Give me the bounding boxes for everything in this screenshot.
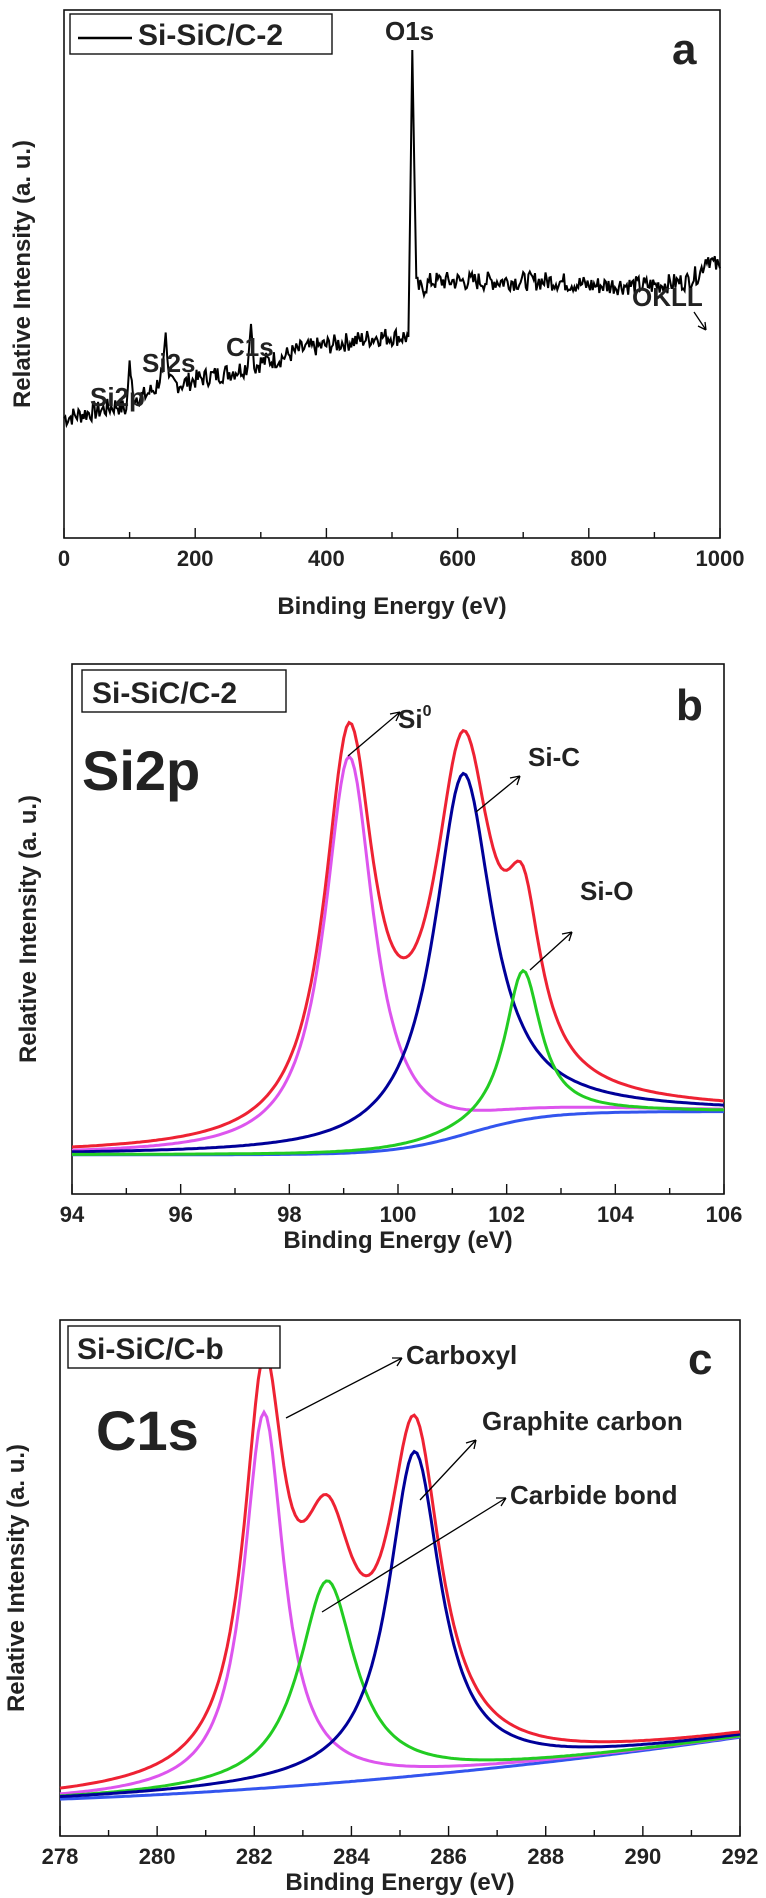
- label-graphite-carbon: Graphite carbon: [482, 1406, 683, 1436]
- x-tick-label-286: 286: [430, 1844, 467, 1869]
- x-tick-label-104: 104: [597, 1202, 634, 1227]
- carbide-arrow: [321, 1497, 507, 1613]
- panel-a-ticks: 0 200 400 600 800 1000: [58, 528, 745, 571]
- x-tick-label-96: 96: [168, 1202, 192, 1227]
- x-tick-label-102: 102: [488, 1202, 525, 1227]
- x-tick-label-600: 600: [439, 546, 476, 571]
- x-tick-label-290: 290: [624, 1844, 661, 1869]
- label-carboxyl: Carboxyl: [406, 1340, 517, 1370]
- x-tick-label-1000: 1000: [696, 546, 745, 571]
- panel-c-letter: c: [688, 1335, 712, 1384]
- x-tick-label-0: 0: [58, 546, 70, 571]
- carboxyl-arrow: [285, 1357, 403, 1419]
- panel-c-ticks: 278 280 282 284 286 288 290 292: [42, 1826, 759, 1869]
- label-carbide-bond: Carbide bond: [510, 1480, 678, 1510]
- okll-arrow: [693, 311, 707, 331]
- panel-b-letter: b: [676, 681, 703, 730]
- panel-b-curves: [71, 720, 725, 1157]
- fit-curve-2: [59, 1579, 741, 1798]
- x-tick-label-200: 200: [177, 546, 214, 571]
- label-si0: Si0: [398, 703, 432, 734]
- x-tick-label-800: 800: [570, 546, 607, 571]
- panel-a-ylabel: Relative Intensity (a. u.): [9, 140, 36, 408]
- panel-c-inset-title: C1s: [96, 1399, 199, 1462]
- fit-curve-3: [59, 1449, 741, 1799]
- panel-c-curves: [59, 1351, 741, 1801]
- x-tick-label-288: 288: [527, 1844, 564, 1869]
- panel-b-legend-text: Si-SiC/C-2: [92, 677, 237, 710]
- x-tick-label-278: 278: [42, 1844, 79, 1869]
- si0-arrow: [347, 711, 401, 757]
- panel-b-inset-title: Si2p: [82, 739, 200, 802]
- panel-b: 94 96 98 100 102 104 106 Si-SiC/C-2 b Si2p Si0…: [15, 663, 743, 1254]
- label-si0-sup: 0: [423, 703, 432, 720]
- fit-curve-1: [71, 754, 724, 1152]
- panel-c-frame: [59, 1319, 741, 1837]
- label-si-c: Si-C: [528, 742, 580, 772]
- panel-c-xlabel: Binding Energy (eV): [285, 1869, 514, 1896]
- panel-a-legend-box: [69, 13, 333, 55]
- fit-curve-4: [71, 720, 725, 1149]
- graphite-arrow: [419, 1439, 477, 1501]
- label-si0-text: Si: [398, 704, 423, 734]
- panel-c-ylabel: Relative Intensity (a. u.): [3, 1444, 30, 1712]
- x-tick-label-94: 94: [60, 1202, 85, 1227]
- panel-b-legend-box: [81, 669, 287, 713]
- panel-a-xlabel: Binding Energy (eV): [277, 593, 506, 620]
- panel-a-frame: [63, 9, 721, 539]
- fit-curve-3: [72, 968, 725, 1156]
- peak-label-o1s: O1s: [385, 16, 434, 46]
- peak-label-c1s: C1s: [226, 332, 274, 362]
- label-si-o: Si-O: [580, 876, 633, 906]
- si-c-arrow: [475, 775, 521, 813]
- panel-b-xlabel: Binding Energy (eV): [283, 1227, 512, 1254]
- peak-label-okll: OKLL: [632, 282, 703, 312]
- fit-curve-2: [72, 771, 725, 1154]
- x-tick-label-284: 284: [333, 1844, 370, 1869]
- si-o-arrow: [529, 931, 573, 971]
- x-tick-label-100: 100: [380, 1202, 417, 1227]
- panel-a-survey-line: [63, 49, 721, 429]
- panel-a-letter: a: [672, 25, 697, 74]
- x-tick-label-106: 106: [706, 1202, 743, 1227]
- peak-label-si2p: Si2p: [90, 382, 145, 412]
- x-tick-label-280: 280: [139, 1844, 176, 1869]
- x-tick-label-292: 292: [722, 1844, 759, 1869]
- x-tick-label-282: 282: [236, 1844, 273, 1869]
- panel-c-legend-text: Si-SiC/C-b: [77, 1333, 224, 1366]
- fit-curve-4: [59, 1351, 741, 1790]
- panel-b-ticks: 94 96 98 100 102 104 106: [60, 1184, 743, 1227]
- peak-label-si2s: Si2s: [142, 348, 196, 378]
- x-tick-label-98: 98: [277, 1202, 301, 1227]
- fit-curve-0: [59, 1735, 741, 1801]
- panel-a-legend-text: Si-SiC/C-2: [138, 19, 283, 52]
- panel-a: 0 200 400 600 800 1000 Si-SiC/C-2 a Si2p Si2s…: [9, 9, 745, 620]
- x-tick-label-400: 400: [308, 546, 345, 571]
- panel-b-ylabel: Relative Intensity (a. u.): [15, 795, 42, 1063]
- panel-c-legend-box: [67, 1325, 281, 1369]
- panel-c: 278 280 282 284 286 288 290 292 Si-SiC/C-b c C1…: [3, 1319, 759, 1896]
